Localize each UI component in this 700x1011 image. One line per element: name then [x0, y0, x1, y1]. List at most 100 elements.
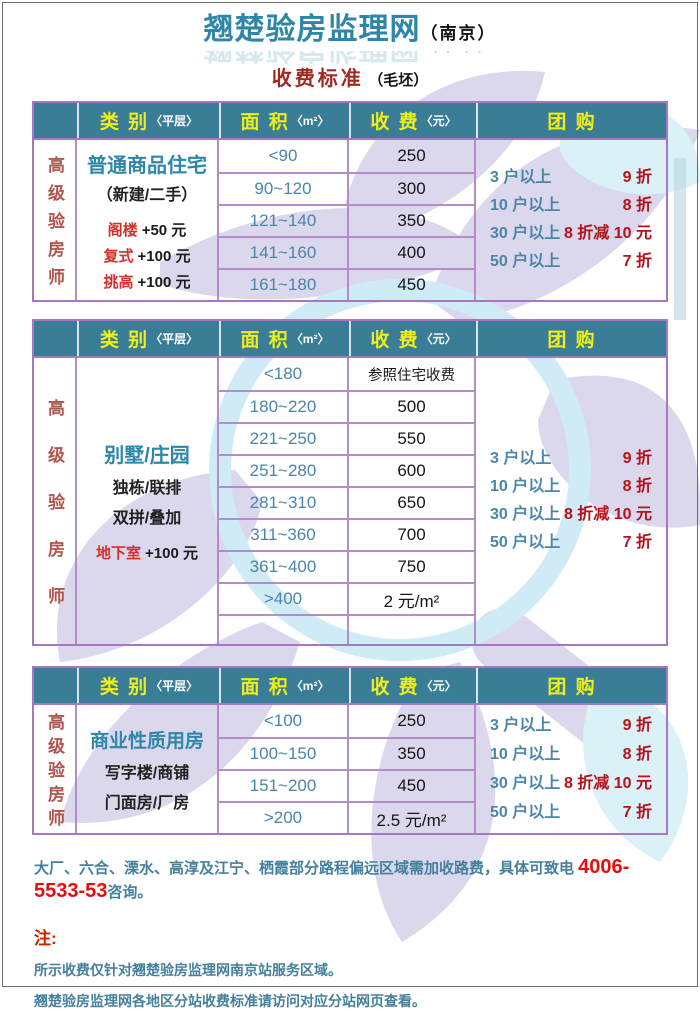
table-header-row: 类 别 〈平层〉 面 积 〈m²〉 收 费 〈元〉 团 购 [34, 103, 666, 140]
area-cell: 180~220 [219, 392, 349, 422]
area-cell: 311~360 [219, 520, 349, 550]
table-row-empty [219, 614, 476, 644]
note-label: 注: [34, 929, 57, 948]
group-buy-cell: 3 户以上 9 折 10 户以上 8 折 30 户以上 8 折减 10 元 50 户以… [476, 705, 666, 833]
area-cell: 151~200 [219, 771, 349, 801]
area-cell: 221~250 [219, 424, 349, 454]
area-cell: 281~310 [219, 488, 349, 518]
senior-inspector-label: 高级验房师 [45, 712, 64, 833]
col-header-category: 类 别 〈平层〉 [77, 103, 219, 138]
fee-cell [349, 616, 476, 644]
side-cell: 高级验房师 [34, 358, 77, 644]
category-line: 独栋/联排 [112, 480, 182, 497]
fee-cell: 750 [349, 552, 476, 582]
table-row: 281~310 650 [219, 486, 476, 518]
page-title: 翘楚验房监理网 [203, 13, 421, 46]
category-line: 双拼/叠加 [112, 510, 182, 527]
table-row: <180 参照住宅收费 [219, 358, 476, 390]
fee-cell: 550 [349, 424, 476, 454]
discount-row: 10 户以上 8 折 [490, 478, 652, 495]
group-buy-cell: 3 户以上 9 折 10 户以上 8 折 30 户以上 8 折减 10 元 50 户以… [476, 140, 666, 300]
table-header-row: 类 别 〈平层〉 面 积 〈m²〉 收 费 〈元〉 团 购 [34, 321, 666, 358]
fee-cell: 300 [349, 174, 476, 204]
table-row: 121~140 350 [219, 204, 476, 236]
table-row: >400 2 元/m² [219, 582, 476, 614]
fee-table-villa: 类 别 〈平层〉 面 积 〈m²〉 收 费 〈元〉 团 购 高级验房师 别墅/庄… [32, 319, 668, 646]
col-header-area: 面 积 〈m²〉 [219, 321, 349, 356]
col-header-fee: 收 费 〈元〉 [349, 321, 476, 356]
fee-cell: 参照住宅收费 [349, 358, 476, 390]
header-side-spacer [34, 668, 77, 703]
category-line: 写字楼/商铺 [104, 764, 190, 782]
service-area-note: 所示收费仅针对翘楚验房监理网南京站服务区域。 [34, 962, 342, 978]
area-cell: 361~400 [219, 552, 349, 582]
category-title: 别墅/庄园 [104, 445, 190, 467]
senior-inspector-label: 高级验房师 [45, 398, 64, 634]
header-side-spacer [34, 103, 77, 138]
col-header-area: 面 积 〈m²〉 [219, 668, 349, 703]
table-row: 141~160 400 [219, 236, 476, 268]
fee-cell: 500 [349, 392, 476, 422]
table-row: 311~360 700 [219, 518, 476, 550]
page-subtitle-line: 收费标准 （毛坯） [0, 67, 700, 93]
col-header-group-buy: 团 购 [476, 668, 666, 703]
col-header-fee: 收 费 〈元〉 [349, 668, 476, 703]
category-extra: 阁楼 +50 元 [107, 221, 187, 239]
category-line: 门面房/厂房 [104, 794, 190, 812]
col-header-area-unit: 〈m²〉 [290, 114, 330, 128]
header-side-spacer [34, 321, 77, 356]
fee-cell: 250 [349, 705, 476, 737]
fee-cell: 600 [349, 456, 476, 486]
table-row: 151~200 450 [219, 769, 476, 801]
table-row: 161~180 450 [219, 268, 476, 300]
area-cell: <180 [219, 358, 349, 390]
col-header-group-buy: 团 购 [476, 103, 666, 138]
area-cell [219, 616, 349, 644]
area-cell: <90 [219, 140, 349, 172]
fee-cell: 350 [349, 206, 476, 236]
branch-site-note: 翘楚验房监理网各地区分站收费标准请访问对应分站网页查看。 [34, 993, 426, 1009]
col-header-category: 类 别 〈平层〉 [77, 321, 219, 356]
fee-cell: 450 [349, 270, 476, 300]
category-cell-commercial: 商业性质用房 写字楼/商铺 门面房/厂房 [77, 705, 219, 833]
fee-table-residential: 类 别 〈平层〉 面 积 〈m²〉 收 费 〈元〉 团 购 高级验房师 普通商品… [32, 101, 668, 302]
page-title-reflection: 翘楚验房监理网（南京） [0, 51, 700, 64]
page-header: 翘楚验房监理网（南京） 翘楚验房监理网（南京） 收费标准 （毛坯） [0, 0, 700, 93]
col-header-category: 类 别 〈平层〉 [77, 668, 219, 703]
fee-cell: 400 [349, 238, 476, 268]
area-cell: 100~150 [219, 739, 349, 769]
col-header-fee-unit: 〈元〉 [420, 114, 457, 128]
fee-cell: 2 元/m² [349, 584, 476, 614]
table-row: 251~280 600 [219, 454, 476, 486]
fee-cell: 650 [349, 488, 476, 518]
area-cell: <100 [219, 705, 349, 737]
phone-number: 4006-5533-53 [34, 856, 630, 902]
fee-table-commercial: 类 别 〈平层〉 面 积 〈m²〉 收 费 〈元〉 团 购 高级验房师 商业性质… [32, 666, 668, 835]
discount-row: 3 户以上 9 折 [490, 169, 652, 186]
page-title-line: 翘楚验房监理网（南京） [0, 13, 700, 51]
category-title: 普通商品住宅 [87, 154, 207, 177]
table-row: <100 250 [219, 705, 476, 737]
area-cell: 141~160 [219, 238, 349, 268]
category-cell-residential: 普通商品住宅 （新建/二手） 阁楼 +50 元 复式 +100 元 挑高 +100 元 [77, 140, 219, 300]
area-cell: 121~140 [219, 206, 349, 236]
area-cell: 161~180 [219, 270, 349, 300]
fee-cell: 350 [349, 739, 476, 769]
route-fee-note: 大厂、六合、溧水、高淳及江宁、栖霞部分路程偏远区域需加收路费，具体可致电 400… [34, 856, 630, 902]
discount-row: 50 户以上 7 折 [490, 534, 652, 551]
page-title-city: （南京） [420, 24, 497, 43]
discount-row: 30 户以上 8 折减 10 元 [490, 774, 652, 792]
category-extra: 复式 +100 元 [103, 247, 191, 265]
area-cell: 251~280 [219, 456, 349, 486]
category-title: 商业性质用房 [89, 730, 204, 752]
table-row: >200 2.5 元/m² [219, 801, 476, 833]
logo-watermark [56, 70, 700, 942]
fee-cell: 700 [349, 520, 476, 550]
discount-row: 50 户以上 7 折 [490, 803, 652, 821]
table-row: 100~150 350 [219, 737, 476, 769]
discount-row: 3 户以上 9 折 [490, 716, 652, 734]
fee-cell: 250 [349, 140, 476, 172]
category-extra: 地下室 +100 元 [96, 545, 198, 562]
side-cell: 高级验房师 [34, 140, 77, 300]
table-row: <90 250 [219, 140, 476, 172]
